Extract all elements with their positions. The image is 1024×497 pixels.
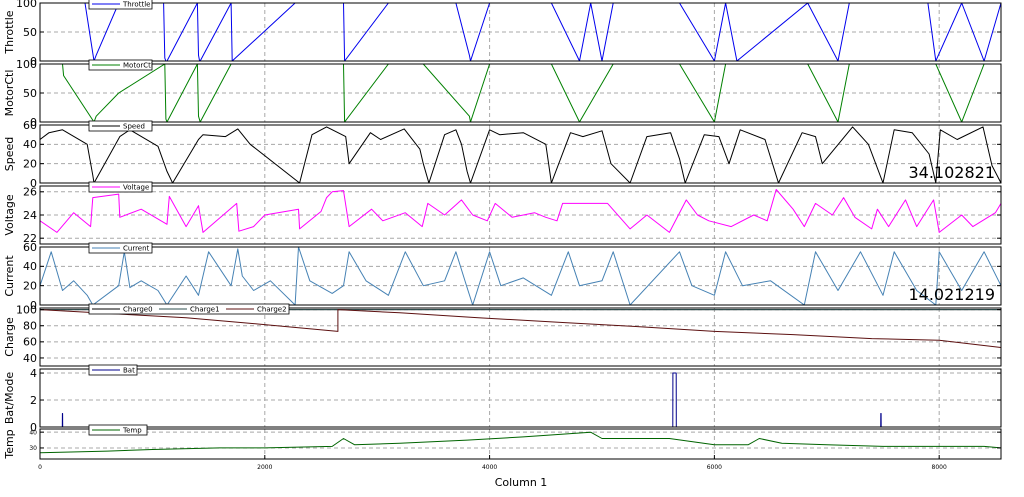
legend: Voltage [89, 182, 152, 192]
series-line-throttle [40, 3, 1001, 61]
value-annotation: 34.102821 [908, 163, 995, 182]
series-group [40, 310, 1001, 348]
x-tick-label: 0 [38, 464, 42, 471]
series-group [40, 64, 1001, 122]
series-group [40, 3, 1001, 61]
panel-frame [40, 308, 1001, 366]
series-line-charge2 [40, 310, 1001, 348]
y-axis-label: Bat/Mode [3, 372, 16, 425]
y-tick-label: 40 [23, 138, 37, 151]
y-axis-label: Speed [3, 137, 16, 171]
legend-label: Charge1 [190, 306, 220, 314]
legend-label: Throttle [122, 1, 150, 9]
series-group [40, 127, 1001, 183]
panel-frame [40, 429, 1001, 459]
legend-label: Charge0 [123, 306, 153, 314]
y-tick-label: 50 [23, 26, 37, 39]
legend-label: Speed [123, 123, 145, 131]
legend: Speed [89, 121, 152, 131]
legend-label: Charge2 [257, 306, 287, 314]
legend: Throttle [89, 0, 152, 9]
x-tick-label: 4000 [482, 464, 497, 471]
series-group [40, 373, 1001, 427]
legend-label: MotorCtl [123, 62, 153, 70]
y-tick-label: 60 [23, 119, 37, 132]
y-axis-label: Voltage [3, 194, 16, 235]
y-tick-label: 40 [23, 352, 37, 365]
y-tick-label: 30 [29, 445, 37, 452]
legend-label: Bat [123, 367, 135, 375]
legend: Bat [89, 365, 137, 375]
series-line-current [40, 247, 1001, 305]
panel-frame [40, 369, 1001, 427]
series-group [40, 247, 1001, 305]
x-tick-label: 6000 [707, 464, 722, 471]
y-tick-label: 60 [23, 241, 37, 254]
y-tick-label: 100 [16, 303, 37, 316]
panel-frame [40, 125, 1001, 183]
legend-label: Voltage [123, 184, 149, 192]
y-tick-label: 80 [23, 320, 37, 333]
y-axis-label: Current [3, 255, 16, 297]
y-tick-label: 40 [23, 260, 37, 273]
x-axis-label: Column 1 [495, 476, 548, 489]
y-tick-label: 60 [23, 336, 37, 349]
panel-frame [40, 186, 1001, 244]
x-tick-label: 8000 [932, 464, 947, 471]
legend: MotorCtl [89, 60, 153, 70]
y-tick-label: 50 [23, 87, 37, 100]
series-line-temp [40, 432, 1001, 453]
series-line-motorctl [40, 64, 1001, 122]
y-axis-label: Temp [3, 429, 16, 459]
legend: Charge0 Charge1 Charge2 [89, 304, 289, 314]
y-tick-label: 26 [23, 186, 37, 199]
series-group [40, 190, 1001, 233]
legend: Current [89, 243, 152, 253]
y-axis-label: Charge [3, 317, 16, 357]
panel-frame [40, 247, 1001, 305]
y-tick-label: 100 [16, 58, 37, 71]
panel-8: 30 40 Temp Temp [3, 425, 1001, 460]
y-tick-label: 24 [23, 209, 37, 222]
y-tick-label: 4 [30, 367, 37, 380]
value-annotation: 14.021219 [908, 285, 995, 304]
series-group [40, 432, 1001, 453]
y-axis-label: MotorCtl [3, 70, 16, 117]
y-tick-label: 40 [29, 429, 37, 436]
panel-frame [40, 64, 1001, 122]
legend-label: Current [123, 245, 150, 253]
y-tick-label: 20 [23, 280, 37, 293]
y-axis-label: Throttle [3, 10, 16, 54]
series-line-voltage [40, 190, 1001, 233]
y-tick-label: 100 [16, 0, 37, 10]
panel-frame [40, 3, 1001, 61]
series-line-bat [40, 373, 1001, 427]
y-tick-label: 20 [23, 158, 37, 171]
x-tick-label: 2000 [257, 464, 272, 471]
y-tick-label: 2 [30, 394, 37, 407]
series-line-speed [40, 127, 1001, 183]
legend-label: Temp [122, 427, 142, 435]
legend: Temp [89, 425, 147, 435]
